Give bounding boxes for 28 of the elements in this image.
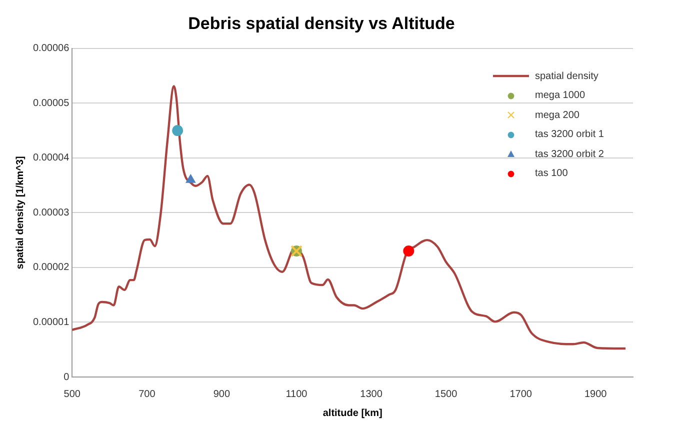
x-tick-label: 1700 bbox=[510, 388, 532, 400]
y-tick-label: 0.00005 bbox=[32, 98, 70, 109]
y-tick-label: 0.00004 bbox=[32, 152, 70, 164]
y-tick-label: 0.00002 bbox=[32, 262, 70, 274]
x-tick-label: 1100 bbox=[286, 388, 308, 400]
line-series bbox=[72, 85, 627, 350]
y-tick-label: 0.00003 bbox=[32, 207, 70, 218]
legend-label: tas 3200 orbit 2 bbox=[535, 148, 604, 160]
y-axis-title: spatial density [1/km^3] bbox=[14, 156, 26, 270]
y-tick-label: 0.00006 bbox=[32, 43, 70, 54]
legend-label: mega 200 bbox=[535, 110, 580, 121]
x-tick-label: 700 bbox=[138, 388, 156, 400]
point bbox=[186, 174, 196, 183]
x-tick-label: 1500 bbox=[434, 388, 458, 400]
x-tick-label: 500 bbox=[64, 388, 81, 400]
legend-label: tas 100 bbox=[535, 168, 568, 180]
x-tick-label: 1300 bbox=[360, 388, 383, 400]
legend-label: mega 1000 bbox=[535, 90, 586, 102]
y-tick-label: 0.00001 bbox=[32, 316, 70, 328]
x-tick-label: 1900 bbox=[584, 388, 608, 400]
x-tick-label: 900 bbox=[213, 388, 230, 400]
y-tick-label: 0 bbox=[64, 372, 70, 383]
chart-title: Debris spatial density vs Altitude bbox=[188, 14, 455, 33]
point bbox=[403, 246, 414, 257]
legend-label: spatial density bbox=[535, 70, 598, 82]
x-axis-title: altitude [km] bbox=[322, 408, 382, 419]
point bbox=[172, 125, 184, 136]
legend-label: tas 3200 orbit 1 bbox=[535, 129, 604, 140]
